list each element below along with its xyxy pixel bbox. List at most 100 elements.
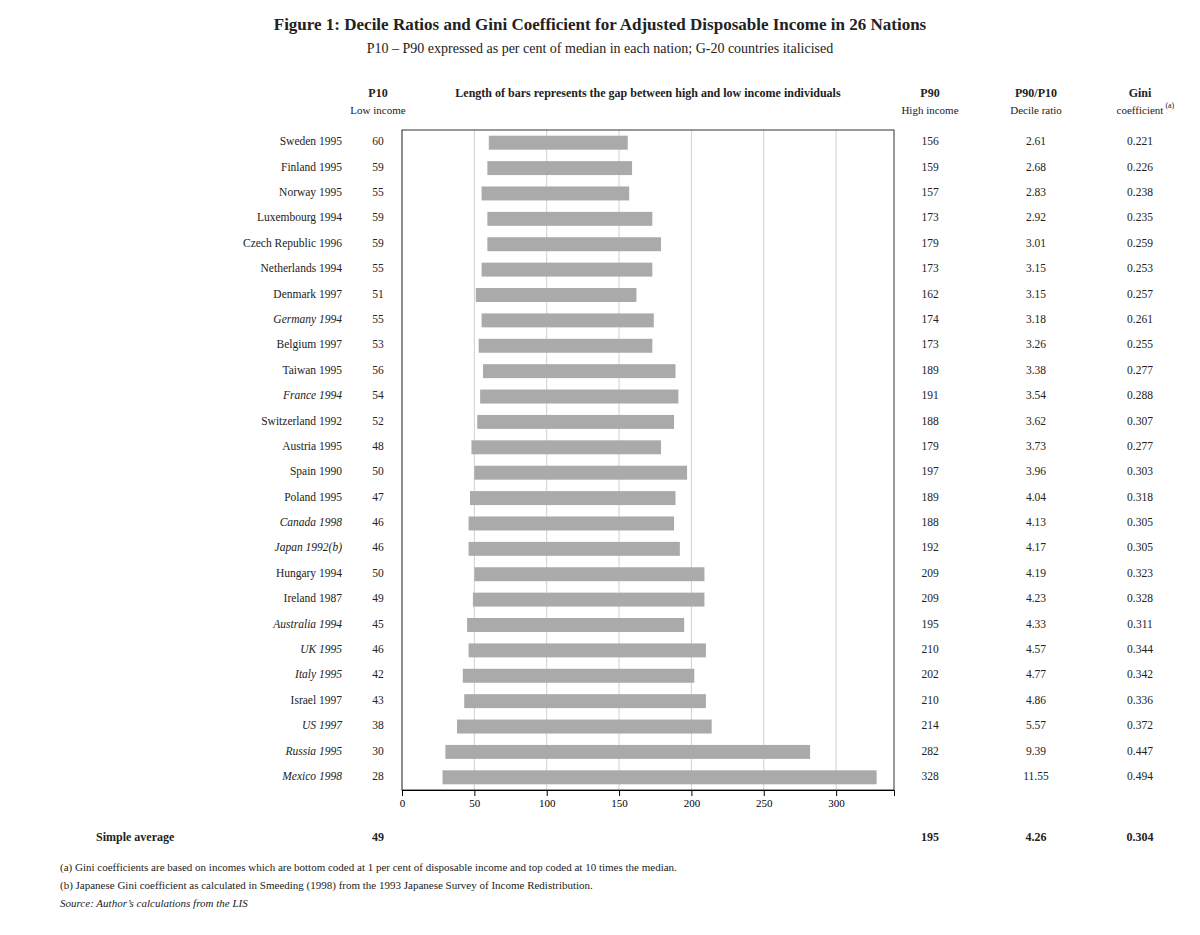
gini-value: 0.238 xyxy=(1127,186,1153,198)
category-label: Denmark 1997 xyxy=(273,288,342,300)
p10-value: 51 xyxy=(372,288,384,300)
gini-value: 0.336 xyxy=(1127,694,1153,706)
p90-value: 156 xyxy=(921,135,939,147)
decile-ratio-value: 9.39 xyxy=(1026,745,1046,757)
range-bar xyxy=(471,440,661,454)
p90-value: 282 xyxy=(921,745,939,757)
category-label: Luxembourg 1994 xyxy=(257,211,342,224)
p90-value: 179 xyxy=(921,440,939,452)
range-bar xyxy=(482,313,654,327)
tick: 0 xyxy=(400,790,406,809)
range-bar xyxy=(482,186,630,200)
p90-value: 157 xyxy=(921,186,939,198)
gini-value: 0.323 xyxy=(1127,567,1153,579)
p10-value: 50 xyxy=(372,567,384,579)
header-note: (a) xyxy=(1165,101,1174,110)
range-bar xyxy=(463,669,695,683)
decile-ratio-value: 3.54 xyxy=(1026,389,1046,401)
header-title: P90 xyxy=(920,86,939,100)
footnotes: (a) Gini coefficients are based on incom… xyxy=(60,861,677,909)
p90-value: 197 xyxy=(921,465,939,477)
decile-ratio-value: 3.96 xyxy=(1026,465,1046,477)
p90-value: 191 xyxy=(921,389,939,401)
p90-value: 214 xyxy=(921,719,939,731)
category-label: Canada 1998 xyxy=(280,516,343,528)
gini-value: 0.255 xyxy=(1127,338,1153,350)
p10-value: 47 xyxy=(372,491,384,503)
p10-value: 55 xyxy=(372,262,384,274)
header-title: Gini xyxy=(1129,86,1152,100)
decile-ratio-value: 3.26 xyxy=(1026,338,1046,350)
header-subtitle: Low income xyxy=(350,104,405,116)
tick-mark xyxy=(474,790,475,796)
category-label: UK 1995 xyxy=(300,643,342,655)
average-value: 195 xyxy=(921,830,939,844)
range-bar xyxy=(476,288,637,302)
decile-ratio-value: 4.86 xyxy=(1026,694,1046,706)
tick-mark xyxy=(547,790,548,796)
p90-value: 173 xyxy=(921,211,939,223)
category-label: Taiwan 1995 xyxy=(282,364,342,376)
p90-value: 328 xyxy=(921,770,939,782)
p90-value: 173 xyxy=(921,262,939,274)
tick-label: 50 xyxy=(469,797,481,809)
title: Figure 1: Decile Ratios and Gini Coeffic… xyxy=(274,15,927,34)
decile-ratio-value: 4.77 xyxy=(1026,668,1046,680)
range-bar xyxy=(469,542,680,556)
decile-ratio-value: 11.55 xyxy=(1023,770,1049,782)
gini-value: 0.257 xyxy=(1127,288,1153,300)
p10-value: 54 xyxy=(372,389,384,401)
decile-ratio-value: 4.33 xyxy=(1026,618,1046,630)
header-title: P90/P10 xyxy=(1015,86,1057,100)
decile-ratio-value: 2.68 xyxy=(1026,161,1046,173)
p10-value: 46 xyxy=(372,643,384,655)
p90-value: 189 xyxy=(921,491,939,503)
tick-mark xyxy=(764,790,765,796)
gini-value: 0.253 xyxy=(1127,262,1153,274)
category-label: Poland 1995 xyxy=(284,491,342,503)
header-subtitle: coefficient xyxy=(1117,104,1164,116)
category-label: Japan 1992(b) xyxy=(275,541,343,554)
grid-line xyxy=(691,130,692,790)
p10-value: 59 xyxy=(372,237,384,249)
category-label: France 1994 xyxy=(282,389,342,401)
category-label: Italy 1995 xyxy=(294,668,342,681)
category-label: Netherlands 1994 xyxy=(261,262,343,274)
p10-value: 56 xyxy=(372,364,384,376)
decile-ratio-value: 4.13 xyxy=(1026,516,1046,528)
gini-value: 0.305 xyxy=(1127,541,1153,553)
gini-value: 0.226 xyxy=(1127,161,1153,173)
decile-ratio-value: 3.62 xyxy=(1026,415,1046,427)
decile-ratio-value: 2.61 xyxy=(1026,135,1046,147)
category-label: Ireland 1987 xyxy=(284,592,343,604)
grid-line xyxy=(763,130,764,790)
category-label: Australia 1994 xyxy=(272,618,342,630)
grid xyxy=(402,130,836,790)
p90-value: 210 xyxy=(921,694,939,706)
range-bar xyxy=(487,237,661,251)
category-label: Finland 1995 xyxy=(281,161,342,173)
p90-value: 195 xyxy=(921,618,939,630)
range-bar xyxy=(487,161,632,175)
gini-value: 0.372 xyxy=(1127,719,1153,731)
gini-value: 0.305 xyxy=(1127,516,1153,528)
gini-value: 0.447 xyxy=(1127,745,1153,757)
tick-label: 250 xyxy=(756,797,773,809)
p10-value: 50 xyxy=(372,465,384,477)
p90-value: 173 xyxy=(921,338,939,350)
gini-value: 0.342 xyxy=(1127,668,1153,680)
gini-value: 0.303 xyxy=(1127,465,1153,477)
decile-ratio-value: 3.01 xyxy=(1026,237,1046,249)
gini-value: 0.235 xyxy=(1127,211,1153,223)
range-bar xyxy=(482,263,653,277)
category-label: Czech Republic 1996 xyxy=(243,237,342,250)
p10-value: 43 xyxy=(372,694,384,706)
header-subtitle: Decile ratio xyxy=(1010,104,1062,116)
tick: 150 xyxy=(611,790,628,809)
grid-line xyxy=(546,130,547,790)
range-bar xyxy=(445,745,810,759)
chart-svg: Figure 1: Decile Ratios and Gini Coeffic… xyxy=(0,0,1200,935)
decile-ratio-value: 2.92 xyxy=(1026,211,1046,223)
decile-ratio-value: 3.15 xyxy=(1026,262,1046,274)
gini-value: 0.494 xyxy=(1127,770,1153,782)
